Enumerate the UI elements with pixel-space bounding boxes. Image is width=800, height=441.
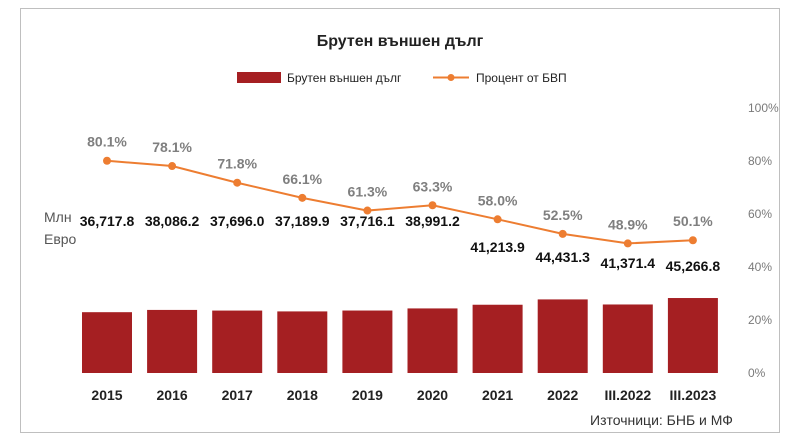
bar — [342, 310, 393, 373]
line-marker — [688, 236, 697, 245]
chart-title: Брутен външен дълг — [317, 33, 484, 50]
value-label: 38,086.2 — [145, 213, 200, 229]
percent-label: 78.1% — [152, 139, 192, 155]
category-label: 2021 — [482, 387, 513, 403]
y-right-tick-label: 20% — [748, 313, 772, 327]
category-label: 2015 — [91, 387, 122, 403]
y-left-label-line2: Евро — [44, 231, 77, 247]
legend-swatch-bar — [237, 72, 281, 83]
percent-label: 50.1% — [673, 213, 713, 229]
percent-label: 52.5% — [543, 207, 583, 223]
data-labels: 80.1% 78.1% 71.8% 66.1% 61.3% 63.3% 58.0% 52.5%… — [80, 134, 721, 274]
category-label: 2018 — [287, 387, 318, 403]
y-left-label-line1: Млн — [44, 209, 72, 225]
source-note: Източници: БНБ и МФ — [590, 412, 733, 428]
line-marker — [233, 178, 242, 187]
chart-frame — [20, 8, 780, 433]
line-marker — [168, 162, 177, 171]
value-label: 44,431.3 — [535, 249, 590, 265]
legend-label-bar: Брутен външен дълг — [287, 71, 402, 85]
value-label: 37,716.1 — [340, 213, 395, 229]
bar — [667, 298, 718, 373]
value-label: 41,213.9 — [470, 239, 525, 255]
line-marker — [103, 156, 111, 165]
category-label: 2016 — [157, 387, 188, 403]
line-marker — [558, 229, 567, 238]
percent-label: 66.1% — [282, 171, 322, 187]
legend-swatch-marker — [447, 74, 455, 81]
y-right-tick-label: 40% — [748, 260, 772, 274]
value-label: 36,717.8 — [80, 213, 135, 229]
line-marker — [623, 239, 632, 248]
category-label: 2017 — [222, 387, 253, 403]
right-axis: 0% 20% 40% 60% 80% 100% — [748, 101, 779, 380]
bar — [537, 299, 588, 373]
percent-label: 63.3% — [413, 178, 453, 194]
category-label: 2019 — [352, 387, 383, 403]
category-axis: 2015 2016 2017 2018 2019 2020 2021 2022 III.2022… — [91, 387, 716, 403]
bar — [82, 312, 132, 373]
y-right-tick-label: 80% — [748, 154, 772, 168]
line-series — [103, 156, 697, 248]
percent-label: 80.1% — [87, 134, 127, 150]
bar — [212, 310, 263, 373]
category-label: 2020 — [417, 387, 448, 403]
y-right-tick-label: 100% — [748, 101, 779, 115]
legend-label-line: Процент от БВП — [476, 71, 567, 85]
percent-label: 48.9% — [608, 216, 648, 232]
percent-label: 71.8% — [217, 156, 257, 172]
value-label: 41,371.4 — [601, 255, 656, 271]
legend: Брутен външен дълг Процент от БВП — [237, 71, 567, 85]
y-right-tick-label: 0% — [748, 366, 766, 380]
bar — [602, 304, 653, 373]
value-label: 45,266.8 — [666, 258, 721, 274]
line-marker — [298, 193, 307, 202]
bar — [472, 304, 523, 373]
category-label: 2022 — [547, 387, 578, 403]
line-marker — [428, 201, 437, 210]
bar — [277, 311, 328, 373]
bar-series — [82, 298, 718, 373]
bar — [147, 309, 198, 373]
category-label: III.2022 — [604, 387, 651, 403]
line-marker — [493, 215, 502, 224]
line-path — [106, 159, 693, 245]
value-label: 37,189.9 — [275, 213, 330, 229]
line-marker — [363, 206, 372, 215]
percent-label: 61.3% — [348, 184, 388, 200]
bar — [407, 308, 458, 373]
value-label: 38,991.2 — [405, 213, 460, 229]
y-right-tick-label: 60% — [748, 207, 772, 221]
category-label: III.2023 — [670, 387, 717, 403]
percent-label: 58.0% — [478, 192, 518, 208]
value-label: 37,696.0 — [210, 213, 265, 229]
